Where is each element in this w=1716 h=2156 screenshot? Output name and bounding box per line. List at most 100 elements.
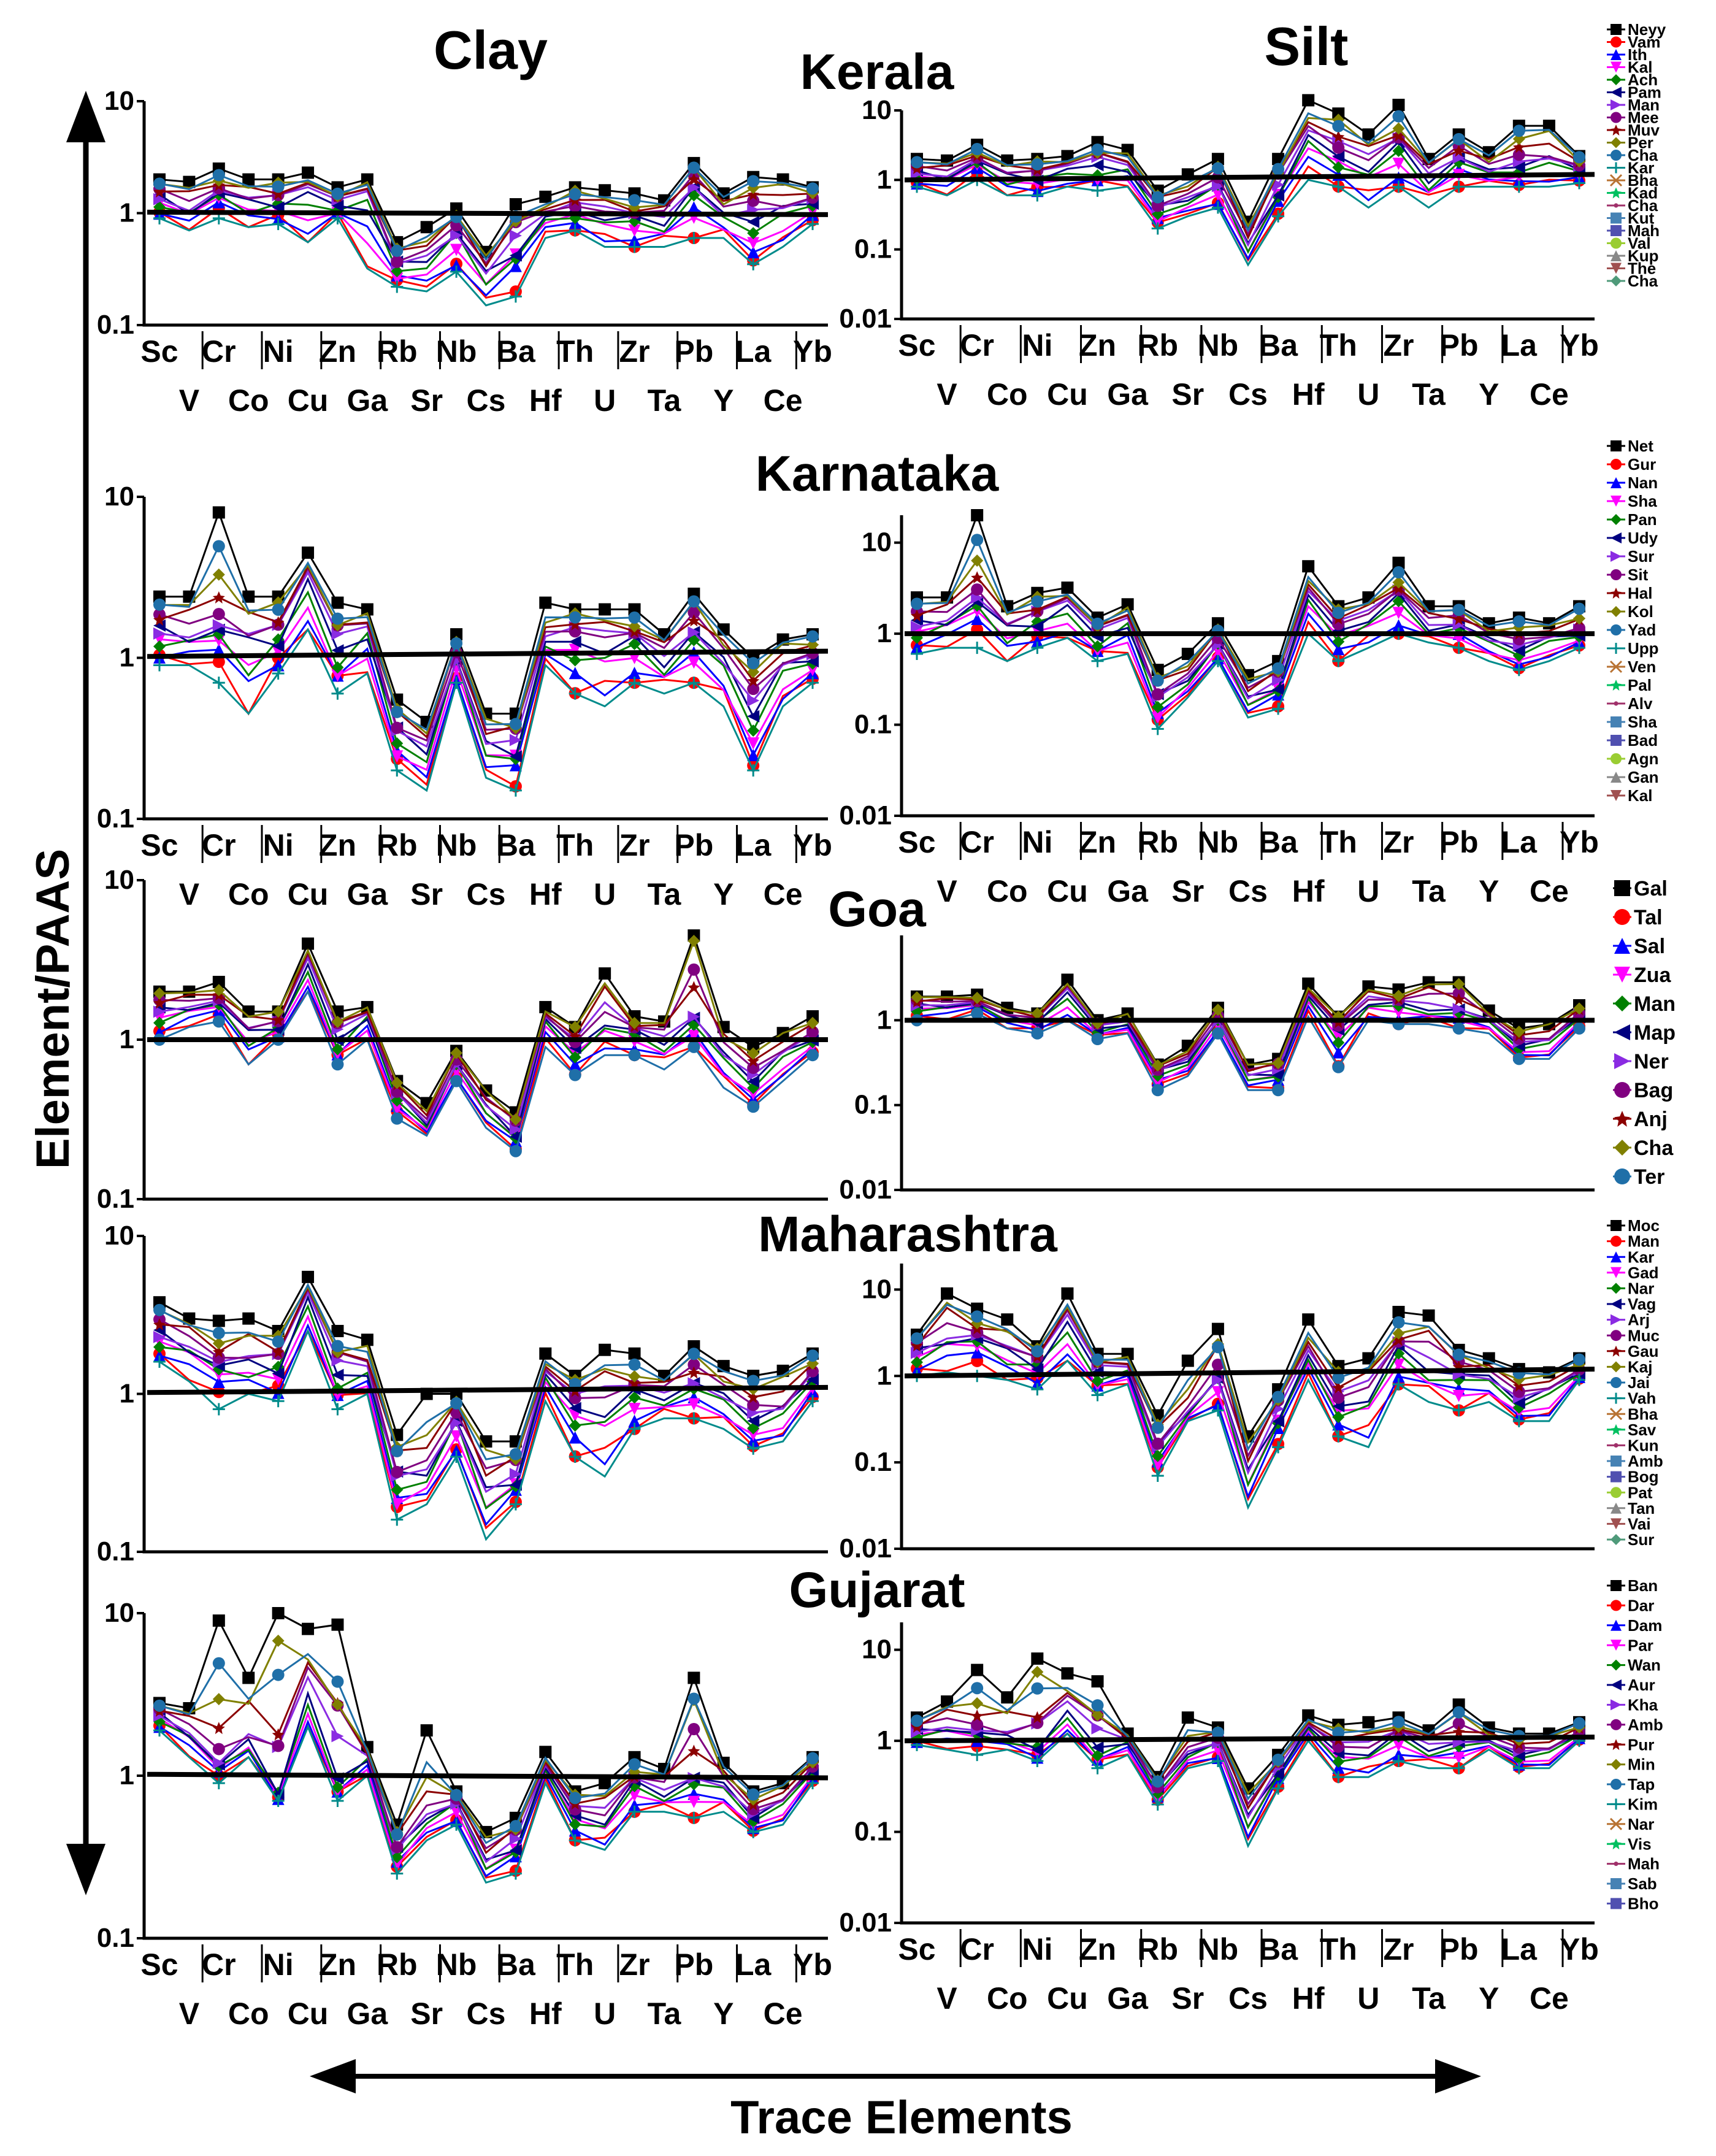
silt-series-line-7: [916, 125, 1580, 237]
silt-series-marker: [1452, 1706, 1465, 1719]
clay-xlabel-upper: Rb: [377, 334, 418, 369]
silt-ytick-label: 0.01: [839, 1908, 892, 1938]
legend-label: Man: [1628, 96, 1660, 114]
silt-series-marker: [1302, 1313, 1315, 1326]
clay-series-marker: [361, 603, 373, 616]
silt-series-marker: [911, 1332, 923, 1345]
clay-series-marker: [569, 667, 581, 680]
clay-reference-line: [147, 209, 829, 217]
clay-series-marker: [688, 606, 700, 619]
clay-series-marker: [272, 1379, 285, 1392]
clay-series-marker: [747, 748, 760, 761]
clay-series-marker: [331, 661, 344, 674]
clay-series-marker: [569, 1450, 581, 1463]
silt-xlabel-lower: Sr: [1171, 874, 1204, 908]
legend-marker: [1611, 1283, 1622, 1294]
legend-label: Pal: [1628, 676, 1652, 694]
clay-xlabel-upper: Cr: [202, 334, 236, 369]
silt-series-marker: [1573, 612, 1585, 625]
clay-series-marker: [569, 1431, 581, 1444]
legend-marker: [1611, 1392, 1622, 1404]
legend-marker: [1611, 1619, 1622, 1631]
silt-xlabel-lower: Ga: [1107, 377, 1149, 412]
legend-label: Dam: [1628, 1616, 1662, 1635]
silt-series-group: [911, 973, 1585, 1097]
silt-ytick-label: 1: [877, 1725, 892, 1755]
silt-series-marker: [971, 1709, 984, 1722]
silt-series-marker: [1332, 130, 1345, 143]
silt-series-line-7: [916, 1308, 1580, 1459]
silt-series-marker: [1151, 1076, 1164, 1089]
silt-series-marker: [1422, 1309, 1435, 1322]
silt-series-marker: [1512, 1397, 1525, 1410]
silt-series-marker: [1512, 644, 1525, 657]
legend-marker: [1611, 1699, 1622, 1711]
silt-series-marker: [971, 509, 984, 521]
clay-series-marker: [212, 1015, 225, 1028]
clay-xlabel-upper: Nb: [436, 334, 477, 369]
clay-reference-line: [147, 1384, 829, 1395]
clay-xlabel-lower: V: [179, 1997, 200, 2031]
clay-xlabel-upper: Th: [556, 1947, 594, 1982]
silt-series-marker: [1452, 132, 1465, 145]
legend-label: Ner: [1634, 1050, 1669, 1073]
clay-series-marker: [450, 1818, 463, 1831]
clay-xlabel-upper: Rb: [377, 828, 418, 862]
clay-series-line-8: [159, 178, 813, 268]
clay-ytick-label: 10: [104, 481, 134, 512]
clay-xlabel-lower: U: [594, 383, 616, 418]
clay-series-marker: [747, 1414, 760, 1427]
silt-series-marker: [971, 1718, 984, 1731]
legend-label: Tal: [1634, 906, 1663, 929]
clay-ytick-label: 10: [104, 865, 134, 895]
legend-marker: [1611, 1534, 1622, 1545]
silt-ytick-label: 0.1: [854, 1090, 892, 1120]
legend-label: Kup: [1628, 247, 1659, 265]
legend-marker: [1611, 1345, 1622, 1357]
silt-xlabel-lower: Ta: [1412, 1981, 1446, 2016]
silt-series-marker: [1091, 1675, 1104, 1688]
legend-marker: [1614, 967, 1630, 983]
clay-series-marker: [212, 1314, 225, 1327]
legend-marker: [1611, 1377, 1622, 1388]
clay-xlabel-upper: Sc: [140, 828, 178, 862]
silt-xlabel-upper: Cr: [960, 1932, 994, 1966]
clay-series-marker: [509, 1820, 522, 1833]
silt-series-line-7: [916, 1694, 1580, 1806]
silt-xlabel-lower: Y: [1479, 874, 1499, 908]
silt-series-group: [911, 1652, 1585, 1849]
silt-series-marker: [1091, 1353, 1104, 1366]
silt-series-marker: [911, 597, 923, 610]
silt-series-marker: [1272, 1754, 1285, 1767]
clay-series-marker: [628, 194, 641, 207]
clay-series-marker: [153, 1330, 166, 1343]
legend-marker: [1611, 225, 1622, 236]
clay-series-marker: [688, 1412, 700, 1425]
silt-series-marker: [911, 1339, 923, 1352]
silt-series-line-2: [916, 1351, 1580, 1500]
silt-series-marker: [971, 1007, 984, 1020]
legend-marker: [1611, 250, 1622, 261]
legend-label: Gan: [1628, 768, 1659, 786]
clay-series-marker: [391, 1102, 404, 1115]
silt-series-marker: [1151, 700, 1164, 713]
silt-series-marker: [1452, 144, 1465, 157]
panels: Kerala1010.1ScVCrCoNiCuZnGaRbSrNbCsBaHfT…: [97, 20, 1676, 2031]
clay-xlabel-upper: Sc: [140, 1947, 178, 1982]
silt-series-marker: [1031, 189, 1044, 202]
silt-xlabel-lower: U: [1357, 1981, 1379, 2016]
silt-series-marker: [1392, 566, 1405, 579]
clay-xlabel-upper: Nb: [436, 1947, 477, 1982]
clay-ytick-label: 0.1: [97, 804, 134, 834]
legend-label: Vam: [1628, 33, 1661, 52]
silt-series-group: [911, 509, 1585, 735]
clay-series-marker: [747, 1788, 760, 1801]
clay-series-marker: [242, 590, 255, 603]
silt-axes: [900, 515, 1595, 818]
clay-series-line-11: [158, 1724, 814, 1884]
silt-series-marker: [1392, 158, 1405, 171]
legend-marker: [1611, 187, 1622, 199]
silt-series-marker: [1151, 1437, 1164, 1450]
silt-xlabel-lower: Y: [1479, 1981, 1499, 2016]
silt-series-marker: [1151, 215, 1164, 228]
